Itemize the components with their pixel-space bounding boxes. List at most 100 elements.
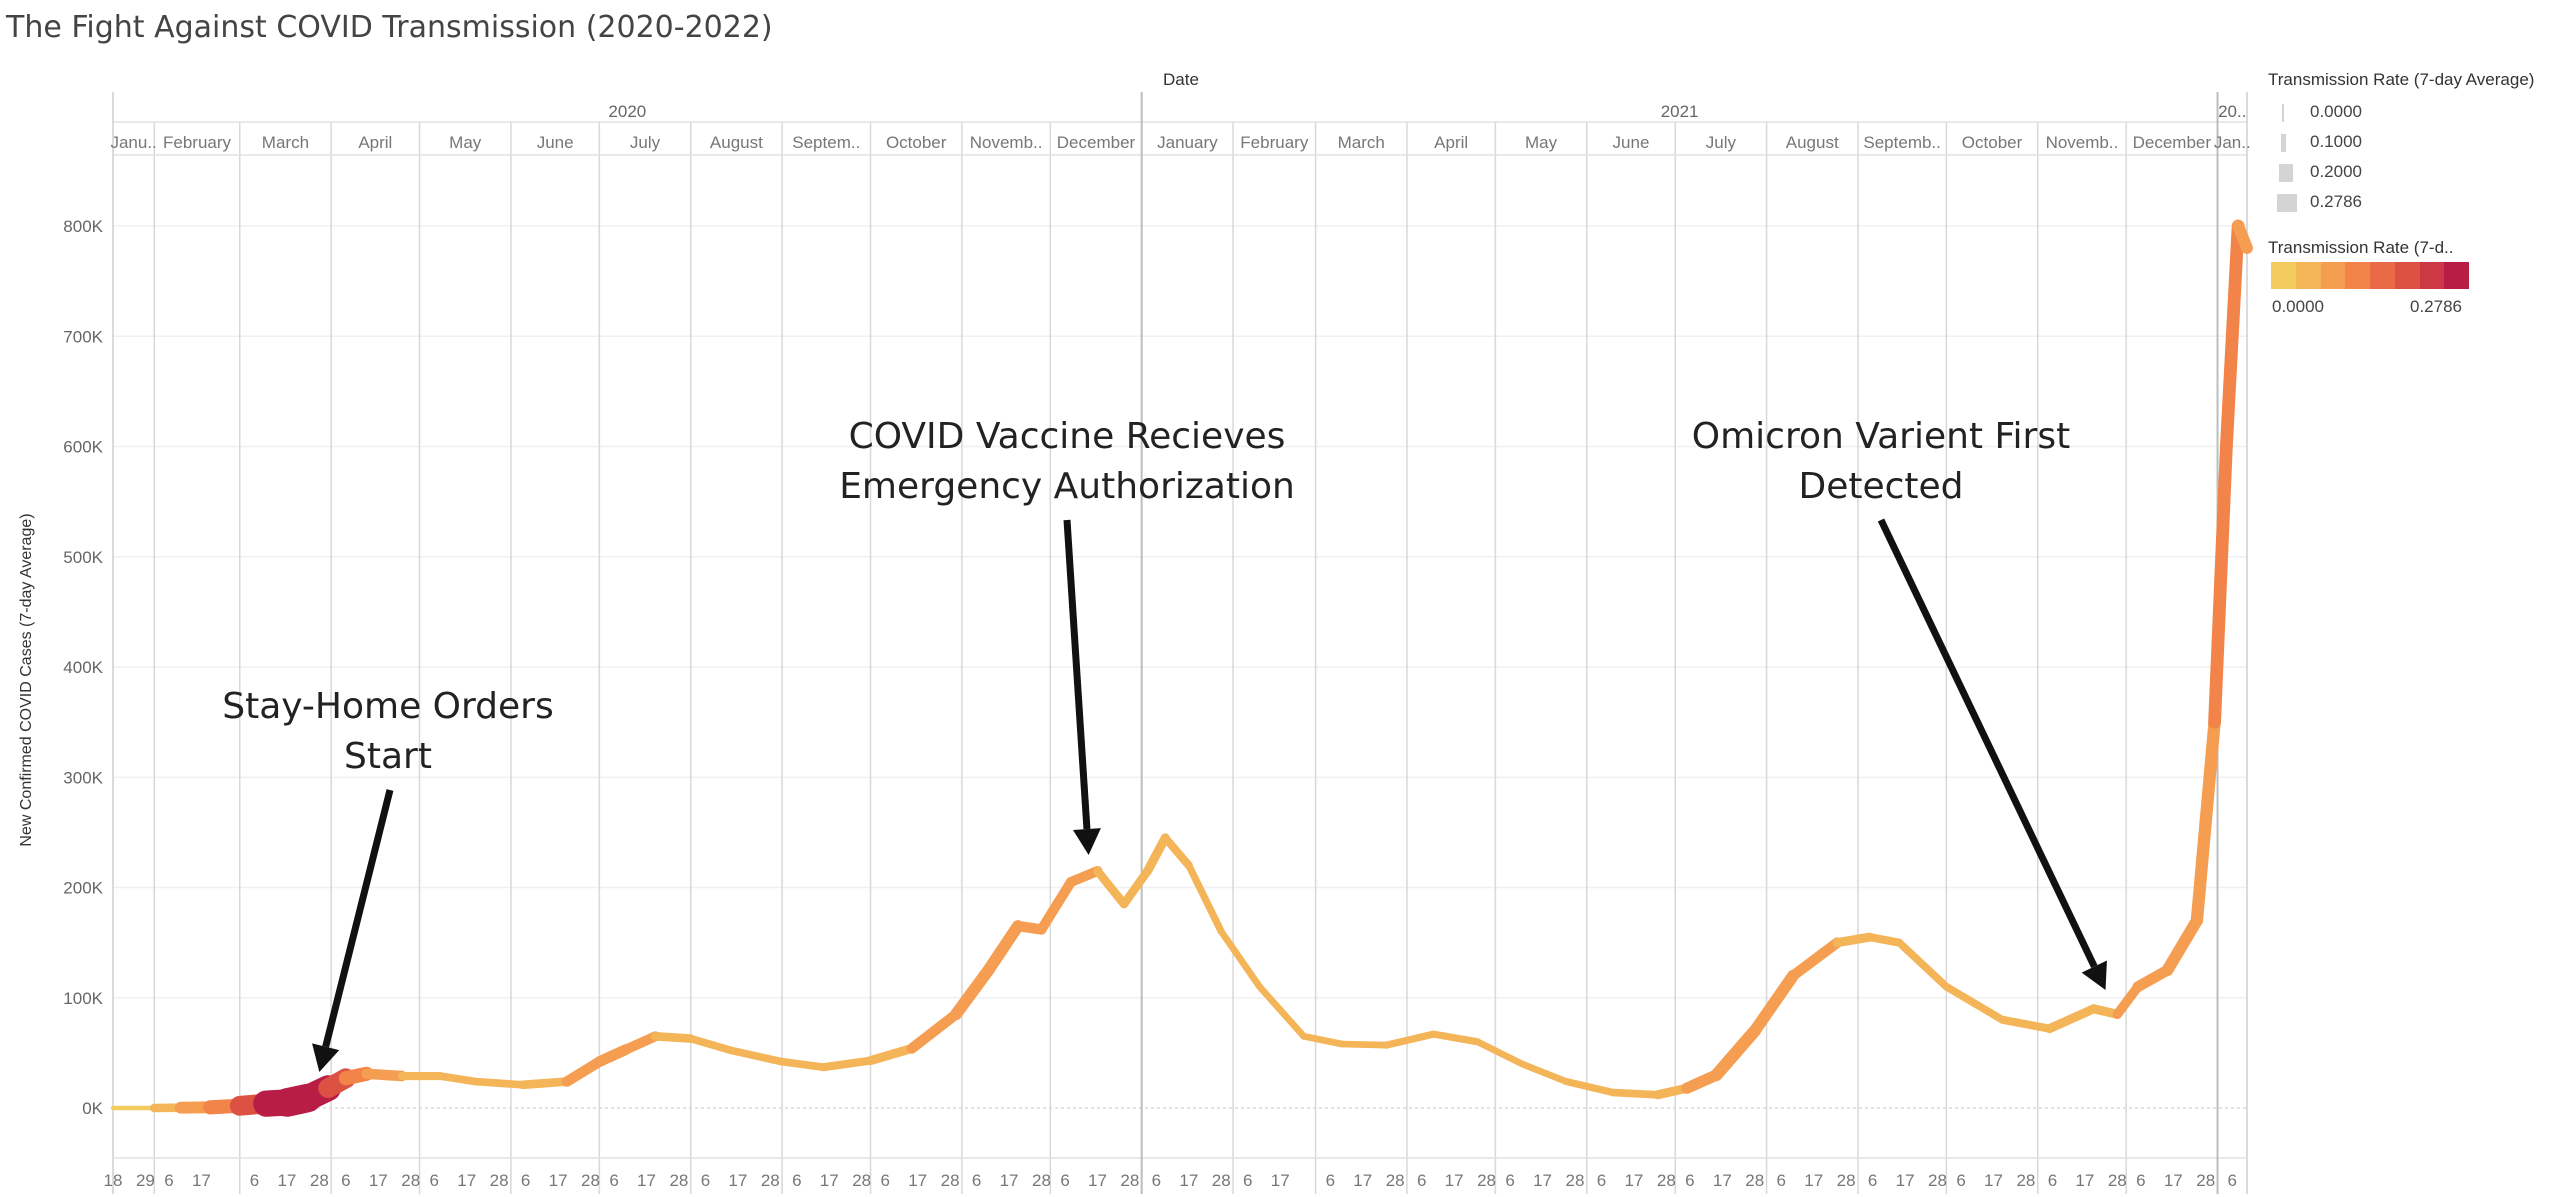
day-tick-label: 28 <box>1566 1171 1585 1190</box>
line-segment <box>1474 1038 1526 1068</box>
month-label: April <box>1434 133 1468 152</box>
day-tick-label: 6 <box>2048 1171 2057 1190</box>
color-ramp <box>2271 262 2469 289</box>
color-ramp-step <box>2271 262 2296 289</box>
month-label: October <box>886 133 947 152</box>
day-tick-label: 17 <box>1624 1171 1643 1190</box>
day-tick-label: 29 <box>136 1171 155 1190</box>
month-label: March <box>262 133 309 152</box>
x-axis: 18 29 6 17 6 17 28 6 17 28 6 17 28 6 17 28 6 17 28 6 17 28 6 17… <box>104 1171 2237 1190</box>
line-segment <box>1748 969 1800 1037</box>
day-tick-label: 17 <box>1179 1171 1198 1190</box>
month-label: August <box>1786 133 1839 152</box>
day-tick-label: 18 <box>104 1171 123 1190</box>
day-tick-label: 28 <box>669 1171 688 1190</box>
annotation-text: Emergency Authorization <box>839 466 1295 507</box>
color-min-label: 0.0000 <box>2272 297 2324 316</box>
day-tick-label: 6 <box>1326 1171 1335 1190</box>
size-swatch <box>2281 134 2286 152</box>
annotation-text: Detected <box>1798 466 1963 507</box>
month-label: Septem.. <box>792 133 860 152</box>
color-ramp-step <box>2394 262 2420 289</box>
day-tick-label: 17 <box>192 1171 211 1190</box>
size-legend-title: Transmission Rate (7-day Average) <box>2268 70 2535 89</box>
day-tick-label: 28 <box>1032 1171 1051 1190</box>
line-segment <box>1161 833 1193 870</box>
day-tick-label: 28 <box>1212 1171 1231 1190</box>
day-tick-label: 17 <box>2075 1171 2094 1190</box>
month-label: March <box>1338 133 1385 152</box>
line-segment <box>471 1077 527 1089</box>
day-tick-label: 17 <box>1445 1171 1464 1190</box>
annotation-arrowhead <box>2081 960 2107 990</box>
chart-title: The Fight Against COVID Transmission (20… <box>6 10 773 45</box>
y-tick-label: 700K <box>63 327 103 346</box>
day-tick-label: 6 <box>972 1171 981 1190</box>
day-tick-label: 17 <box>1896 1171 1915 1190</box>
year-label: 20.. <box>2218 102 2246 121</box>
month-label: June <box>537 133 574 152</box>
day-tick-label: 17 <box>1353 1171 1372 1190</box>
line-segment <box>778 1057 828 1072</box>
y-tick-label: 0K <box>82 1099 103 1118</box>
day-tick-label: 28 <box>2108 1171 2127 1190</box>
day-tick-label: 28 <box>941 1171 960 1190</box>
month-label: Janu.. <box>110 133 156 152</box>
size-legend-item: 0.0000 <box>2268 98 2534 128</box>
color-ramp-step <box>2419 262 2445 289</box>
day-tick-label: 28 <box>2196 1171 2215 1190</box>
day-tick-label: 17 <box>1533 1171 1552 1190</box>
day-tick-label: 28 <box>310 1171 329 1190</box>
line-segment <box>2112 981 2143 1020</box>
line-segment <box>1518 1060 1570 1085</box>
month-label: Novemb.. <box>970 133 1043 152</box>
size-legend-label: 0.0000 <box>2310 102 2362 121</box>
line-segment <box>865 1043 917 1066</box>
day-tick-label: 17 <box>1088 1171 1107 1190</box>
color-legend-title: Transmission Rate (7-d.. <box>2268 238 2454 257</box>
line-segment <box>1185 861 1225 936</box>
line-segment <box>1832 932 1875 948</box>
day-tick-label: 6 <box>701 1171 710 1190</box>
line-segment <box>1093 866 1129 909</box>
month-label: October <box>1962 133 2023 152</box>
line-segment <box>1382 1030 1438 1049</box>
line-segment <box>361 1068 408 1082</box>
y-tick-label: 100K <box>63 989 103 1008</box>
y-axis: 0K 100K 200K 300K 400K 500K 600K 700K 800K New Co… <box>18 217 104 1118</box>
line-segment <box>728 1046 786 1066</box>
annotation-arrowhead <box>312 1043 340 1072</box>
y-tick-label: 500K <box>63 548 103 567</box>
day-tick-label: 6 <box>1685 1171 1694 1190</box>
color-ramp-step <box>2345 262 2370 289</box>
y-tick-label: 300K <box>63 768 103 787</box>
day-tick-label: 6 <box>1243 1171 1252 1190</box>
size-legend-label: 0.2000 <box>2310 162 2362 181</box>
day-tick-label: 28 <box>581 1171 600 1190</box>
day-tick-label: 17 <box>1804 1171 1823 1190</box>
month-label: December <box>1057 133 1136 152</box>
line-segment <box>1300 1032 1346 1048</box>
line-segment <box>1143 833 1170 876</box>
y-tick-label: 400K <box>63 658 103 677</box>
y-tick-label: 800K <box>63 217 103 236</box>
y-axis-title: New Confirmed COVID Cases (7-day Average… <box>18 513 35 846</box>
line-segment <box>1256 983 1308 1040</box>
annotation-arrow <box>322 789 394 1048</box>
month-label: April <box>358 133 392 152</box>
day-tick-label: 17 <box>637 1171 656 1190</box>
day-tick-label: 28 <box>490 1171 509 1190</box>
color-ramp-step <box>2320 262 2346 289</box>
line-segment <box>1217 928 1263 991</box>
annotation-text: Stay-Home Orders <box>222 686 554 727</box>
day-tick-label: 6 <box>1777 1171 1786 1190</box>
line-segment <box>561 1056 605 1087</box>
line-segment <box>436 1072 480 1086</box>
line-segment <box>950 964 995 1021</box>
day-tick-label: 6 <box>792 1171 801 1190</box>
line-segment <box>686 1034 736 1055</box>
day-tick-label: 17 <box>728 1171 747 1190</box>
size-swatch <box>2282 104 2284 122</box>
color-ramp-step <box>2370 262 2395 289</box>
